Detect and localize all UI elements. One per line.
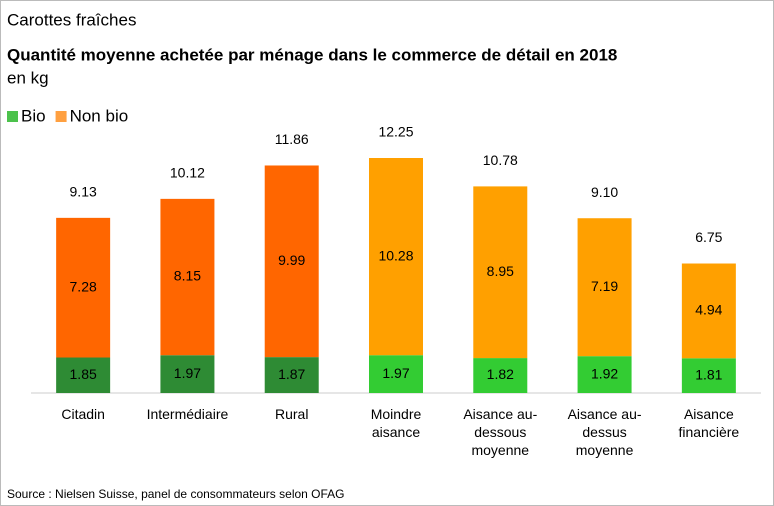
x-tick-label: Intermédiaire (146, 406, 229, 422)
x-tick-label: Aisance au- dessus moyenne (567, 406, 642, 458)
data-label: 7.28 (70, 278, 97, 294)
bar-segment (577, 218, 632, 357)
data-label: 8.15 (174, 268, 201, 284)
data-label: 9.99 (278, 252, 305, 268)
data-label: 1.87 (278, 366, 305, 382)
source: Source : Nielsen Suisse, panel de consom… (7, 487, 345, 501)
total-label: 6.75 (695, 229, 722, 245)
legend-swatch (7, 111, 18, 122)
total-label: 10.12 (170, 165, 205, 181)
bar-segment (160, 355, 215, 393)
legend-label: Non bio (70, 106, 129, 125)
x-tick-label: Citadin (61, 406, 105, 422)
bar-segment (264, 165, 319, 358)
data-label: 4.94 (695, 302, 722, 318)
bar-segment (56, 217, 111, 358)
legend-label: Bio (21, 106, 46, 125)
data-label: 7.19 (591, 278, 618, 294)
x-tick-label: Rural (274, 406, 309, 422)
data-label: 1.92 (591, 365, 618, 381)
total-label: 11.86 (275, 131, 309, 147)
subtitle: en kg (7, 68, 49, 87)
bar-segment (369, 158, 423, 356)
data-label: 1.81 (695, 366, 722, 382)
bar-segment (160, 198, 215, 356)
bar-segment (264, 357, 319, 393)
bar-segment (56, 357, 111, 393)
bar-segment (369, 355, 423, 393)
data-label: 10.28 (378, 247, 413, 263)
chart-title: Quantité moyenne achetée par ménage dans… (7, 45, 617, 64)
data-label: 8.95 (487, 263, 514, 279)
x-tick-label: Moindre aisance (370, 406, 422, 440)
supertitle: Carottes fraîches (7, 10, 136, 29)
data-label: 1.97 (174, 365, 201, 381)
data-label: 1.82 (487, 366, 514, 382)
data-label: 1.85 (70, 366, 97, 382)
legend-swatch (55, 111, 67, 122)
total-label: 12.25 (378, 124, 413, 140)
bar-segment (473, 186, 528, 359)
bar-segment (577, 356, 632, 393)
bar-segment (681, 263, 736, 359)
total-label: 10.78 (483, 152, 518, 168)
x-tick-label: Aisance financière (678, 406, 740, 440)
bar-segment (473, 358, 528, 393)
x-tick-label: Aisance au- dessous moyenne (463, 406, 538, 458)
data-label: 1.97 (382, 365, 409, 381)
total-label: 9.13 (70, 184, 97, 200)
total-label: 9.10 (591, 184, 618, 200)
bar-segment (681, 358, 736, 393)
